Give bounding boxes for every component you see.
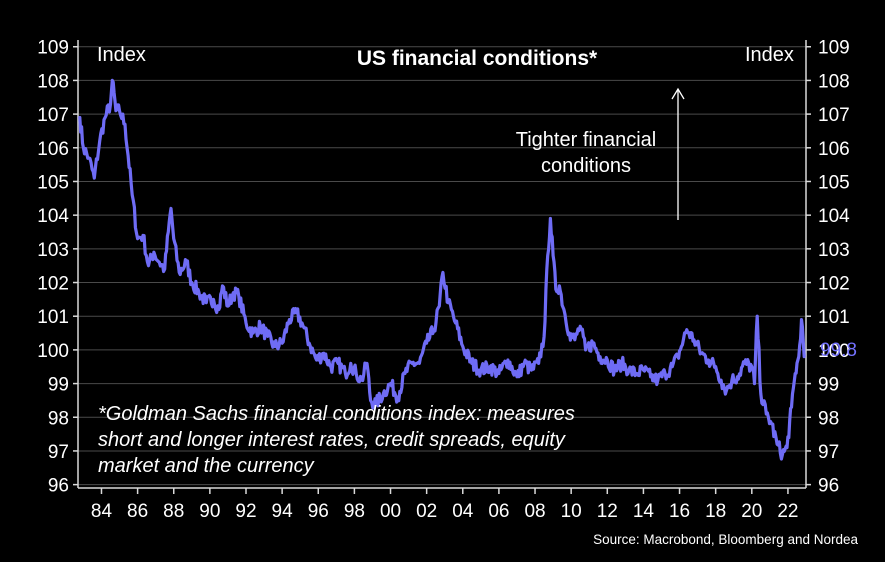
y-tick-left-102: 102 [37, 274, 69, 295]
axes [73, 40, 811, 494]
x-tick-04: 04 [452, 501, 474, 522]
y-tick-right-99: 99 [818, 375, 839, 396]
x-tick-10: 10 [561, 501, 582, 522]
y-axis-left-ticks: 96 97 98 99 100 101 102 103 104 105 106 107 108 109 [37, 38, 69, 497]
y-tick-right-98: 98 [818, 408, 839, 429]
y-tick-right-100: 100 [818, 341, 850, 362]
x-tick-86: 86 [127, 501, 148, 522]
y-tick-left-103: 103 [37, 240, 69, 261]
series [78, 78, 806, 461]
footnote-line-2: short and longer interest rates, credit … [98, 429, 566, 451]
y-tick-left-109: 109 [37, 38, 69, 59]
y-tick-right-101: 101 [818, 307, 850, 328]
x-tick-22: 22 [777, 501, 798, 522]
x-tick-92: 92 [235, 501, 256, 522]
y-tick-left-96: 96 [48, 476, 69, 497]
y-tick-left-105: 105 [37, 172, 69, 193]
last-value-label: 99.8 [820, 340, 857, 361]
y-tick-right-106: 106 [818, 139, 850, 160]
footnote-line-3: market and the currency [98, 455, 315, 477]
y-tick-right-105: 105 [818, 172, 850, 193]
y-tick-right-102: 102 [818, 274, 850, 295]
y-tick-left-99: 99 [48, 375, 69, 396]
x-tick-90: 90 [199, 501, 220, 522]
y-tick-left-101: 101 [37, 307, 69, 328]
y-tick-left-100: 100 [37, 341, 69, 362]
x-tick-88: 88 [163, 501, 184, 522]
x-tick-08: 08 [524, 501, 545, 522]
y-tick-right-108: 108 [818, 71, 850, 92]
chart-title: US financial conditions* [357, 47, 598, 70]
x-tick-98: 98 [344, 501, 365, 522]
y-axis-right-ticks: 96 97 98 99 100 101 102 103 104 105 106 107 108 109 [818, 38, 850, 497]
y-tick-right-107: 107 [818, 105, 850, 126]
x-tick-12: 12 [597, 501, 618, 522]
x-tick-16: 16 [669, 501, 690, 522]
x-tick-96: 96 [308, 501, 329, 522]
gridlines [78, 46, 806, 486]
y-tick-right-97: 97 [818, 442, 839, 463]
x-tick-94: 94 [272, 501, 294, 522]
y-tick-right-103: 103 [818, 240, 850, 261]
footnote-line-1: *Goldman Sachs financial conditions inde… [98, 403, 575, 425]
x-tick-02: 02 [416, 501, 437, 522]
source-note: Source: Macrobond, Bloomberg and Nordea [593, 532, 858, 547]
x-tick-06: 06 [488, 501, 509, 522]
y-tick-left-108: 108 [37, 71, 69, 92]
x-tick-14: 14 [633, 501, 655, 522]
x-tick-84: 84 [91, 501, 113, 522]
y-tick-right-104: 104 [818, 206, 850, 227]
y-tick-left-98: 98 [48, 408, 69, 429]
y-tick-left-107: 107 [37, 105, 69, 126]
annotation-line-1: Tighter financial [516, 129, 656, 151]
y-tick-left-106: 106 [37, 139, 69, 160]
x-axis-ticks: 84 86 88 90 92 94 96 98 00 02 04 06 08 10 12 14 16 18 20 22 [91, 501, 799, 522]
y-tick-left-97: 97 [48, 442, 69, 463]
annotation-line-2: conditions [541, 155, 631, 177]
y-axis-right-label: Index [745, 44, 794, 66]
x-tick-00: 00 [380, 501, 401, 522]
x-tick-20: 20 [741, 501, 762, 522]
y-axis-left-label: Index [97, 44, 146, 66]
tighter-arrow-icon [671, 87, 685, 220]
series-line-0 [78, 78, 806, 461]
y-tick-right-96: 96 [818, 476, 839, 497]
y-tick-right-109: 109 [818, 38, 850, 59]
x-tick-18: 18 [705, 501, 726, 522]
y-tick-left-104: 104 [37, 206, 69, 227]
